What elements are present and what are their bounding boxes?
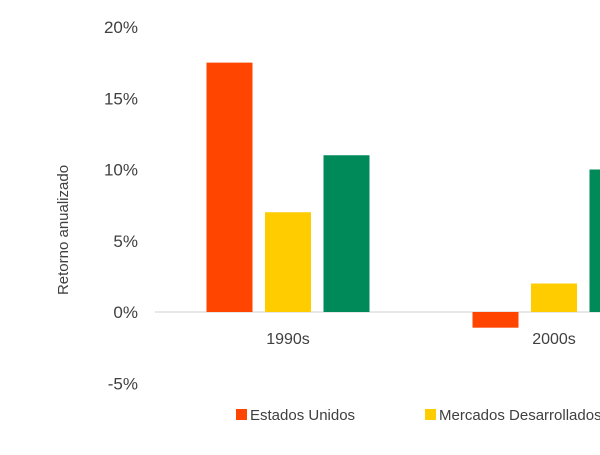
- bar-series-3-1990s: [323, 155, 370, 312]
- bar-estados-unidos-1990s: [206, 62, 253, 312]
- legend-swatch: [236, 409, 247, 420]
- y-tick-label: 20%: [104, 18, 138, 37]
- y-tick-label: 10%: [104, 161, 138, 180]
- x-tick-label: 1990s: [266, 331, 310, 348]
- legend-label: Mercados Desarrollados: [439, 407, 600, 424]
- y-tick-label: -5%: [108, 374, 138, 393]
- legend-swatch: [425, 409, 436, 420]
- y-tick-label: 0%: [113, 303, 138, 322]
- bar-estados-unidos-2000s: [472, 312, 519, 328]
- legend-label: Estados Unidos: [250, 407, 355, 424]
- y-tick-label: 15%: [104, 89, 138, 108]
- y-axis-label: Retorno anualizado: [55, 165, 72, 295]
- x-tick-label: 2000s: [532, 331, 576, 348]
- bar-mercados-desarrollados-1990s: [265, 212, 311, 312]
- y-tick-label: 5%: [113, 232, 138, 251]
- bar-series-3-2000s: [589, 169, 600, 312]
- bar-mercados-desarrollados-2000s: [531, 283, 577, 312]
